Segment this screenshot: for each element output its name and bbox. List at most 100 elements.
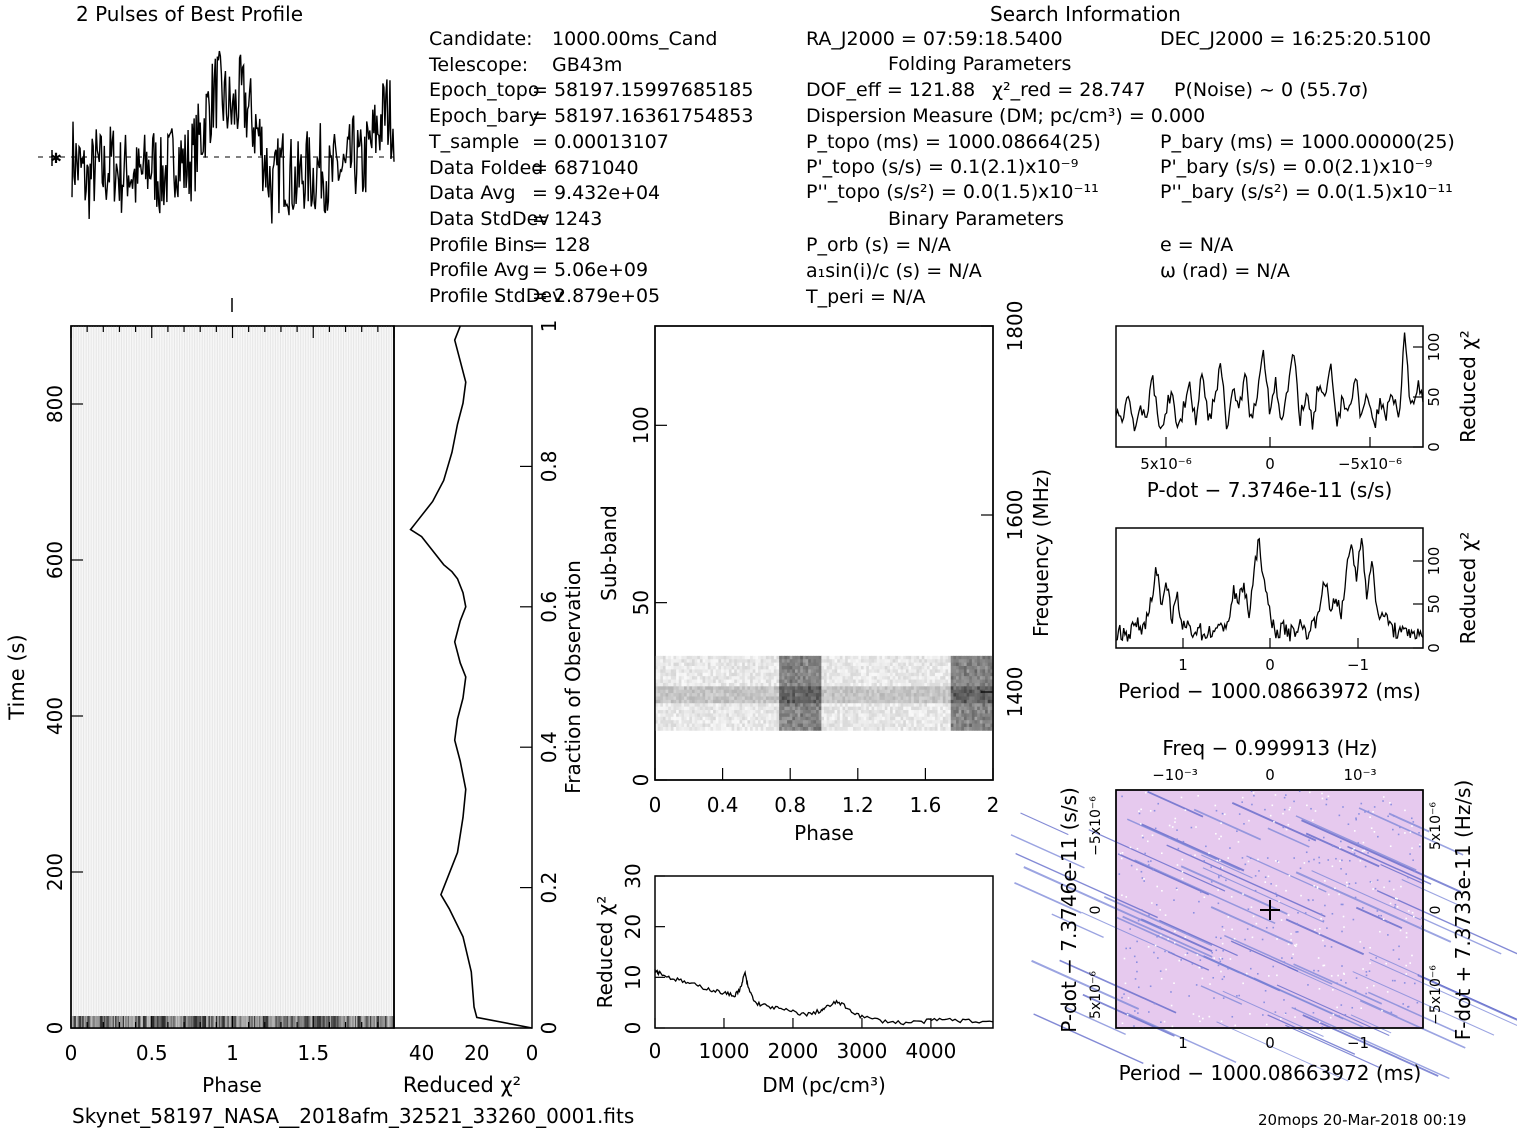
subband-cell — [884, 655, 888, 660]
subband-cell — [855, 713, 859, 718]
subband-cell — [908, 706, 912, 711]
subband-cell — [871, 672, 875, 677]
time-phase-cell — [197, 1016, 199, 1028]
subband-cell — [942, 682, 946, 687]
candidate-label: Data StdDev — [429, 207, 550, 230]
time-phase-cell — [381, 1016, 384, 1028]
ppdot-speckle — [1290, 939, 1292, 941]
ppdot-speckle — [1211, 951, 1214, 954]
dm-ytick: 10 — [621, 965, 645, 990]
subband-cell — [974, 706, 978, 711]
subband-cell — [831, 659, 835, 664]
subband-cell — [681, 703, 685, 708]
subband-cell — [731, 710, 735, 714]
subband-cell — [665, 706, 669, 711]
subband-cell — [684, 703, 688, 708]
ppdot-speckle — [1271, 804, 1274, 807]
subband-cell — [953, 682, 957, 687]
subband-cell — [787, 659, 791, 664]
subband-cell — [940, 723, 944, 728]
subband-cell — [934, 669, 938, 674]
subband-cell — [855, 676, 859, 680]
subband-cell — [892, 713, 896, 718]
subband-cell — [860, 693, 865, 697]
subband-cell — [710, 723, 714, 728]
subband-cell — [900, 666, 904, 670]
subband-cell — [897, 689, 901, 694]
ppdot-speckle — [1405, 917, 1407, 920]
ppdot-speckle — [1353, 847, 1355, 850]
subband-cell — [940, 696, 944, 701]
subband-cell — [757, 669, 762, 674]
ppdot-speckle — [1376, 879, 1379, 881]
subband-cell — [950, 676, 954, 680]
subband-cell — [887, 662, 891, 667]
subband-cell — [697, 669, 701, 674]
subband-cell — [768, 682, 772, 687]
subband-cell — [926, 693, 931, 697]
time-phase-cell — [348, 1016, 351, 1028]
subband-cell — [839, 655, 843, 660]
ppdot-speckle — [1321, 797, 1324, 800]
subband-cell — [929, 655, 933, 660]
subband-cell — [802, 672, 806, 677]
subband-cell — [942, 666, 946, 670]
subband-cell — [876, 706, 880, 711]
subband-cell — [977, 655, 981, 660]
time-phase-cell — [364, 1016, 367, 1028]
subband-cell — [882, 713, 886, 718]
subband-cell — [847, 672, 851, 677]
subband-cell — [961, 693, 965, 697]
subband-cell — [694, 666, 698, 670]
subband-cell — [863, 676, 867, 680]
ppdot-stripe — [1051, 913, 1104, 939]
subband-cell — [747, 710, 751, 714]
subband-cell — [707, 720, 711, 724]
subband-cell — [794, 699, 798, 704]
subband-cell — [794, 726, 798, 731]
subband-cell — [900, 655, 904, 660]
fraction-ylabel: Fraction of Observation — [561, 560, 585, 794]
subband-cell — [926, 679, 931, 684]
subband-cell — [670, 662, 674, 667]
subband-cell — [750, 716, 754, 721]
subband-cell — [702, 666, 706, 670]
subband-cell — [932, 699, 936, 704]
subband-cell — [800, 659, 804, 664]
subband-cell — [665, 676, 669, 680]
subband-cell — [866, 676, 870, 680]
ppdot-speckle — [1252, 915, 1255, 918]
ppdot-speckle — [1327, 859, 1330, 861]
subband-cell — [723, 672, 727, 677]
subband-cell — [924, 693, 928, 697]
subband-cell — [890, 693, 894, 697]
subband-cell — [787, 669, 791, 674]
subband-cell — [728, 693, 732, 697]
subband-cell — [673, 726, 677, 731]
ppdot-speckle — [1322, 939, 1324, 942]
subband-cell — [726, 666, 730, 670]
subband-cell — [805, 726, 809, 731]
subband-cell — [821, 693, 825, 697]
subband-cell — [784, 662, 788, 667]
ppdot-speckle — [1184, 936, 1187, 938]
subband-cell — [710, 666, 714, 670]
subband-cell — [974, 699, 978, 704]
subband-cell — [908, 655, 912, 660]
ppdot-speckle — [1189, 854, 1192, 857]
time-phase-cell — [339, 1016, 342, 1028]
subband-cell — [826, 723, 830, 728]
subband-cell — [797, 666, 801, 670]
subband-cell — [847, 662, 851, 667]
subband-cell — [948, 672, 952, 677]
subband-cell — [868, 720, 872, 724]
ppdot-speckle — [1174, 821, 1176, 823]
subband-cell — [911, 720, 915, 724]
subband-cell — [744, 686, 748, 691]
ppdot-speckle — [1264, 808, 1266, 811]
ppdot-stripe — [1267, 1014, 1356, 1055]
ppdot-speckle — [1283, 796, 1286, 799]
subband-cell — [726, 659, 730, 664]
subband-cell — [858, 655, 862, 660]
subband-cell — [966, 676, 970, 680]
